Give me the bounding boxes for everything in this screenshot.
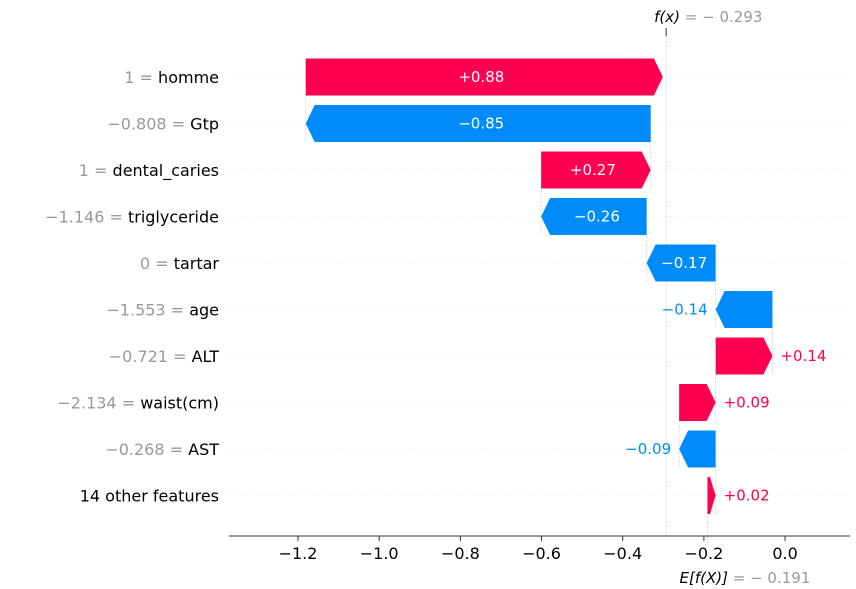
bar-alt — [715, 337, 773, 375]
feature-label: −0.808 = Gtp — [107, 115, 219, 134]
x-tick-label: −1.2 — [279, 544, 318, 563]
feature-value: 1 = — [79, 161, 113, 180]
base-value-label: E[f(X)] = − 0.191 — [680, 569, 811, 587]
bars: +0.88 −0.85 +0.27 −0.26 −0.17 −0.14 +0.14 +0.09… — [305, 58, 826, 514]
x-axis: −1.2 −1.0 −0.8 −0.6 −0.4 −0.2 0.0 E[f(X)] = − 0… — [229, 535, 850, 587]
bar-ast — [679, 430, 716, 468]
bar-value-label: −0.17 — [661, 254, 707, 272]
feature-label: −1.553 = age — [106, 301, 219, 320]
bar-value-label: −0.09 — [625, 440, 671, 458]
feature-label: −0.721 = ALT — [109, 347, 219, 366]
feature-name: homme — [158, 68, 219, 87]
bar-dental-caries — [541, 151, 651, 189]
bar-value-label: +0.02 — [724, 487, 770, 505]
fx-value-name: f(x) — [654, 8, 680, 26]
feature-label: 14 other features — [80, 487, 219, 506]
feature-name: dental_caries — [113, 161, 219, 181]
feature-value: −0.808 = — [107, 115, 190, 134]
bar-value-label: −0.26 — [574, 208, 620, 226]
feature-name: triglyceride — [128, 208, 219, 227]
feature-label: 0 = tartar — [140, 254, 220, 273]
feature-labels: 1 = homme −0.808 = Gtp 1 = dental_caries −1… — [45, 68, 219, 506]
bar-tartar — [646, 244, 716, 282]
feature-value: −0.268 = — [105, 440, 188, 459]
feature-value: −1.146 = — [45, 208, 128, 227]
bar-homme — [305, 58, 663, 96]
bar-value-label: −0.14 — [662, 301, 708, 319]
feature-label: 1 = homme — [124, 68, 219, 87]
base-value-name: E[f(X)] — [680, 569, 729, 587]
bar-value-label: −0.85 — [458, 115, 504, 133]
feature-label: −0.268 = AST — [105, 440, 219, 459]
feature-name: waist(cm) — [140, 394, 219, 413]
feature-value: 0 = — [140, 254, 174, 273]
feature-label: −2.134 = waist(cm) — [57, 394, 219, 413]
x-tick-label: 0.0 — [772, 544, 797, 563]
feature-name: 14 other features — [80, 487, 219, 506]
bar-age — [715, 291, 773, 328]
feature-value: −0.721 = — [109, 347, 192, 366]
feature-name: Gtp — [190, 115, 219, 134]
x-tick-label: −1.0 — [360, 544, 399, 563]
x-tick-label: −0.6 — [522, 544, 561, 563]
bar-14-other-features — [707, 477, 716, 514]
bar-value-label: +0.09 — [724, 394, 770, 412]
fx-annotation: f(x) = − 0.293 — [654, 8, 762, 36]
feature-label: 1 = dental_caries — [79, 161, 219, 181]
feature-name: ALT — [192, 347, 220, 366]
feature-label: −1.146 = triglyceride — [45, 208, 219, 227]
fx-value-number: = − 0.293 — [680, 8, 762, 26]
feature-name: age — [189, 301, 219, 320]
fx-value-label: f(x) = − 0.293 — [654, 8, 762, 26]
feature-value: −1.553 = — [106, 301, 189, 320]
bar-waist-cm- — [679, 384, 716, 421]
bar-triglyceride — [541, 198, 647, 235]
x-tick-label: −0.8 — [441, 544, 480, 563]
bar-value-label: +0.88 — [458, 68, 504, 86]
feature-value: 1 = — [124, 68, 158, 87]
bar-value-label: +0.14 — [780, 347, 826, 365]
feature-value: −2.134 = — [57, 394, 140, 413]
feature-name: tartar — [174, 254, 220, 273]
x-tick-label: −0.2 — [684, 544, 723, 563]
bar-value-label: +0.27 — [570, 161, 616, 179]
base-value-number: = − 0.191 — [728, 569, 810, 587]
bar-gtp — [305, 105, 651, 142]
x-tick-label: −0.4 — [603, 544, 642, 563]
feature-name: AST — [188, 440, 219, 459]
